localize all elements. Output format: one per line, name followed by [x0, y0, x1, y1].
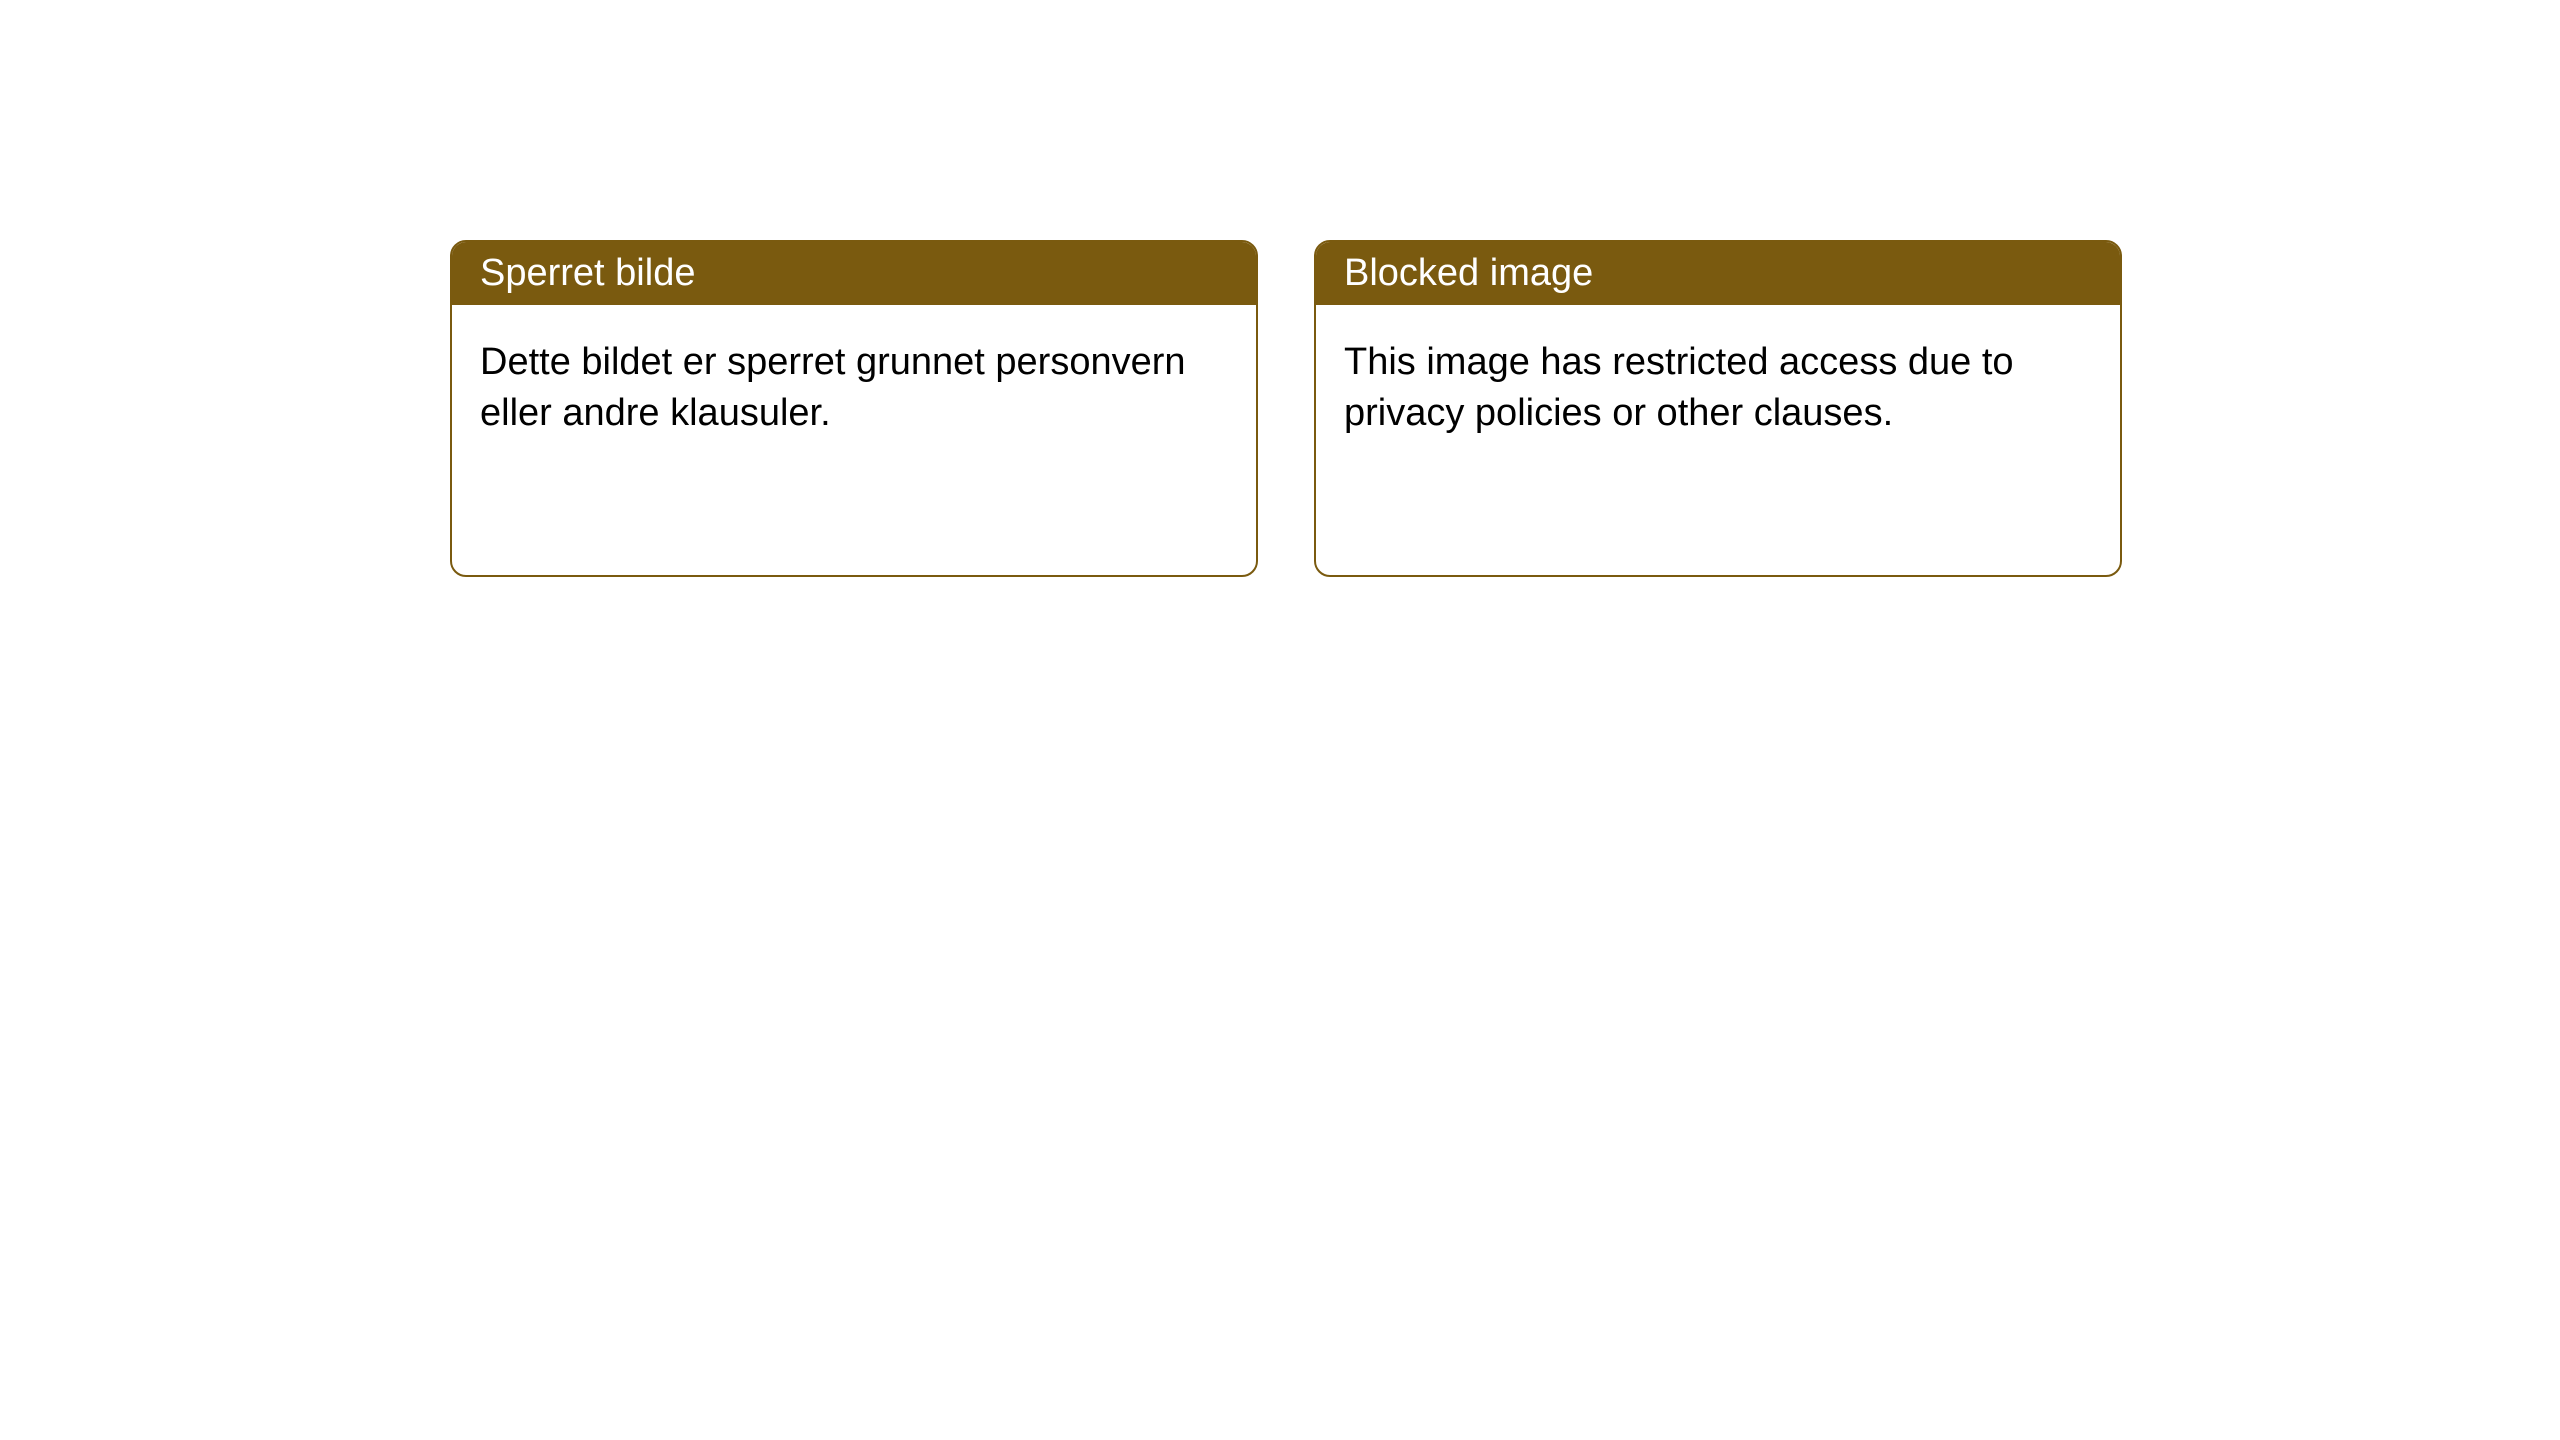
notice-card-title: Blocked image [1316, 242, 2120, 305]
notice-card-title: Sperret bilde [452, 242, 1256, 305]
notice-card-norwegian: Sperret bilde Dette bildet er sperret gr… [450, 240, 1258, 577]
notice-card-english: Blocked image This image has restricted … [1314, 240, 2122, 577]
notice-card-body: This image has restricted access due to … [1316, 305, 2120, 575]
notice-card-body: Dette bildet er sperret grunnet personve… [452, 305, 1256, 575]
notice-container: Sperret bilde Dette bildet er sperret gr… [0, 0, 2560, 577]
